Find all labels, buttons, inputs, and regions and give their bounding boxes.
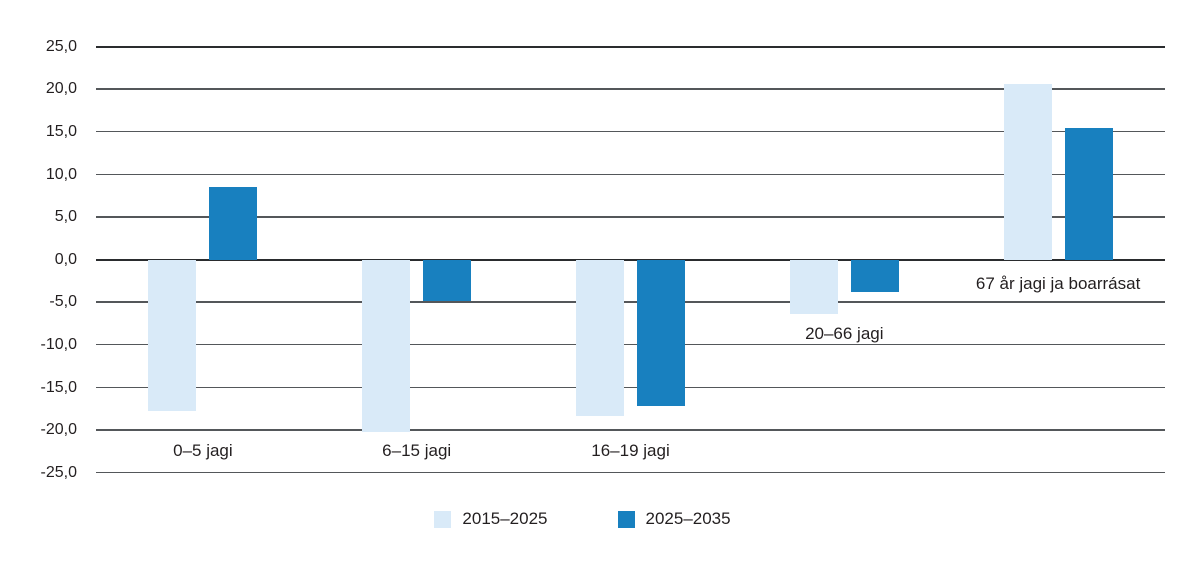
y-axis-tick-label: 5,0 [54,208,77,226]
category-label: 6–15 jagi [382,441,452,460]
legend-label: 2015–2025 [462,509,548,528]
legend-item: 2025–2035 [617,509,731,529]
bar-series-0-category-2 [576,259,624,417]
gridline [96,216,1165,218]
bar-series-0-category-0 [148,259,197,412]
gridline [96,429,1165,431]
y-axis-tick-label: -5,0 [49,293,77,311]
category-label: 16–19 jagi [591,441,670,460]
bar-series-0-category-4 [1003,84,1052,260]
zero-gridline [96,258,1165,261]
legend-label: 2025–2035 [645,509,731,528]
chart-legend: 2015–2025 2025–2035 [0,509,1165,529]
category-label: 20–66 jagi [805,324,884,343]
y-axis-tick-label: 10,0 [45,165,77,183]
gridline [96,45,1165,48]
y-axis-tick-label: -10,0 [40,335,77,353]
legend-swatch-icon [617,510,635,528]
y-axis-tick-label: 15,0 [45,122,77,140]
bar-series-0-category-3 [789,259,838,315]
legend-swatch-icon [434,510,452,528]
gridline [96,386,1165,389]
y-axis-tick-label: 0,0 [54,250,77,268]
gridline [96,301,1165,303]
bar-series-1-category-1 [423,259,472,301]
category-label: 0–5 jagi [173,441,233,460]
y-axis-tick-label: -15,0 [40,378,77,396]
bar-series-0-category-1 [362,259,411,432]
gridline [96,173,1165,176]
bar-series-1-category-4 [1064,127,1113,260]
y-axis-tick-label: 20,0 [45,80,77,98]
category-label: 67 år jagi ja boarrásat [975,274,1141,293]
bar-series-1-category-2 [637,259,685,407]
y-axis-tick-label: -25,0 [40,463,77,481]
y-axis-tick-label: 25,0 [45,37,77,55]
legend-item: 2015–2025 [434,509,548,529]
y-axis-tick-label: -20,0 [40,421,77,439]
gridline [96,343,1165,346]
gridline [96,88,1165,90]
bar-series-1-category-3 [850,259,899,293]
bar-series-1-category-0 [209,187,258,260]
gridline [96,471,1165,474]
gridline [96,130,1165,133]
